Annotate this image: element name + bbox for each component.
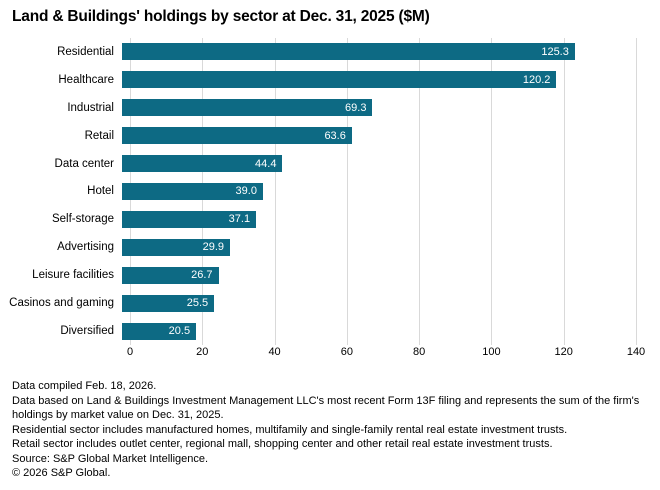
bar-value-label: 29.9 <box>202 241 225 254</box>
footnote-line: Data based on Land & Buildings Investmen… <box>12 394 640 422</box>
chart-title: Land & Buildings' holdings by sector at … <box>12 8 430 25</box>
category-label: Healthcare <box>58 73 114 86</box>
bar-track: 44.4 <box>122 155 628 173</box>
bar-value-label: 44.4 <box>255 157 277 170</box>
bar-track: 25.5 <box>122 294 628 312</box>
category-label: Leisure facilities <box>32 269 114 282</box>
gridline <box>636 38 637 345</box>
gridline <box>346 38 348 345</box>
x-tick-label: 40 <box>268 346 281 358</box>
bar-rows: Residential 125.3 Healthcare 120.2 Industria… <box>0 38 660 345</box>
bar-track: 120.2 <box>122 71 628 89</box>
footnotes: Data compiled Feb. 18, 2026. Data based o… <box>12 379 650 481</box>
bar-value-label: 20.5 <box>168 325 191 338</box>
bar: 29.9 <box>122 238 231 256</box>
bar-row: Industrial 69.3 <box>0 94 660 122</box>
x-tick-label: 140 <box>626 346 646 358</box>
bar-row: Residential 125.3 <box>0 38 660 66</box>
x-tick-label: 20 <box>196 346 209 358</box>
category-label: Industrial <box>67 101 114 114</box>
bar-value-label: 69.3 <box>345 101 367 114</box>
bar: 26.7 <box>122 266 219 284</box>
bar: 20.5 <box>122 322 197 340</box>
gridline <box>274 38 276 345</box>
bar-value-label: 125.3 <box>541 45 569 58</box>
category-label: Self-storage <box>51 213 114 226</box>
bar: 120.2 <box>122 71 557 89</box>
bar-track: 20.5 <box>122 322 628 340</box>
bar-row: Data center 44.4 <box>0 150 660 178</box>
bar: 25.5 <box>122 294 215 312</box>
x-tick-label: 80 <box>413 346 426 358</box>
x-tick-label: 0 <box>126 346 134 358</box>
bar-row: Retail 63.6 <box>0 122 660 150</box>
category-label: Retail <box>84 129 114 142</box>
bar-track: 37.1 <box>122 210 628 228</box>
bar-track: 125.3 <box>122 43 628 61</box>
bar-value-label: 26.7 <box>191 269 213 282</box>
bar-track: 39.0 <box>122 182 628 200</box>
gridline <box>491 38 493 345</box>
bar: 37.1 <box>122 210 257 228</box>
gridline <box>563 38 565 345</box>
category-label: Diversified <box>60 325 114 338</box>
bar-row: Self-storage 37.1 <box>0 205 660 233</box>
bar: 63.6 <box>122 127 352 145</box>
x-tick-label: 120 <box>554 346 573 358</box>
category-label: Residential <box>57 45 114 58</box>
footnote-line: Residential sector includes manufactured… <box>12 423 568 436</box>
bar-value-label: 37.1 <box>228 213 251 226</box>
bar-track: 29.9 <box>122 238 628 256</box>
bar-value-label: 25.5 <box>186 297 209 310</box>
bar: 69.3 <box>122 99 373 117</box>
x-tick-label: 100 <box>482 346 501 358</box>
bar-track: 26.7 <box>122 266 628 284</box>
category-label: Data center <box>54 157 114 170</box>
footnote-line: Data compiled Feb. 18, 2026. <box>12 380 157 392</box>
bar-row: Advertising 29.9 <box>0 233 660 261</box>
x-axis: 0 20 40 60 80 100 120 140 <box>126 346 645 360</box>
category-label: Casinos and gaming <box>9 297 114 310</box>
footnote-line: Source: S&P Global Market Intelligence. <box>12 452 209 465</box>
bar-track: 63.6 <box>122 127 628 145</box>
bar: 125.3 <box>122 43 575 61</box>
footnote-line: © 2026 S&P Global. <box>12 467 111 479</box>
bar: 44.4 <box>122 155 283 173</box>
bar-row: Hotel 39.0 <box>0 178 660 206</box>
gridline <box>419 38 421 345</box>
x-tick-label: 60 <box>340 346 353 358</box>
bar: 39.0 <box>122 182 263 200</box>
plot-area: Residential 125.3 Healthcare 120.2 Industria… <box>0 38 660 345</box>
bar-value-label: 63.6 <box>324 129 346 142</box>
bar-value-label: 120.2 <box>522 73 551 86</box>
bar-row: Healthcare 120.2 <box>0 66 660 94</box>
category-label: Hotel <box>87 185 114 198</box>
category-label: Advertising <box>57 241 114 254</box>
bar-row: Leisure facilities 26.7 <box>0 261 660 289</box>
bar-row: Casinos and gaming 25.5 <box>0 289 660 317</box>
bar-value-label: 39.0 <box>235 185 257 198</box>
bar-row: Diversified 20.5 <box>0 317 660 345</box>
footnote-line: Retail sector includes outlet center, re… <box>12 438 553 450</box>
bar-track: 69.3 <box>122 99 628 117</box>
